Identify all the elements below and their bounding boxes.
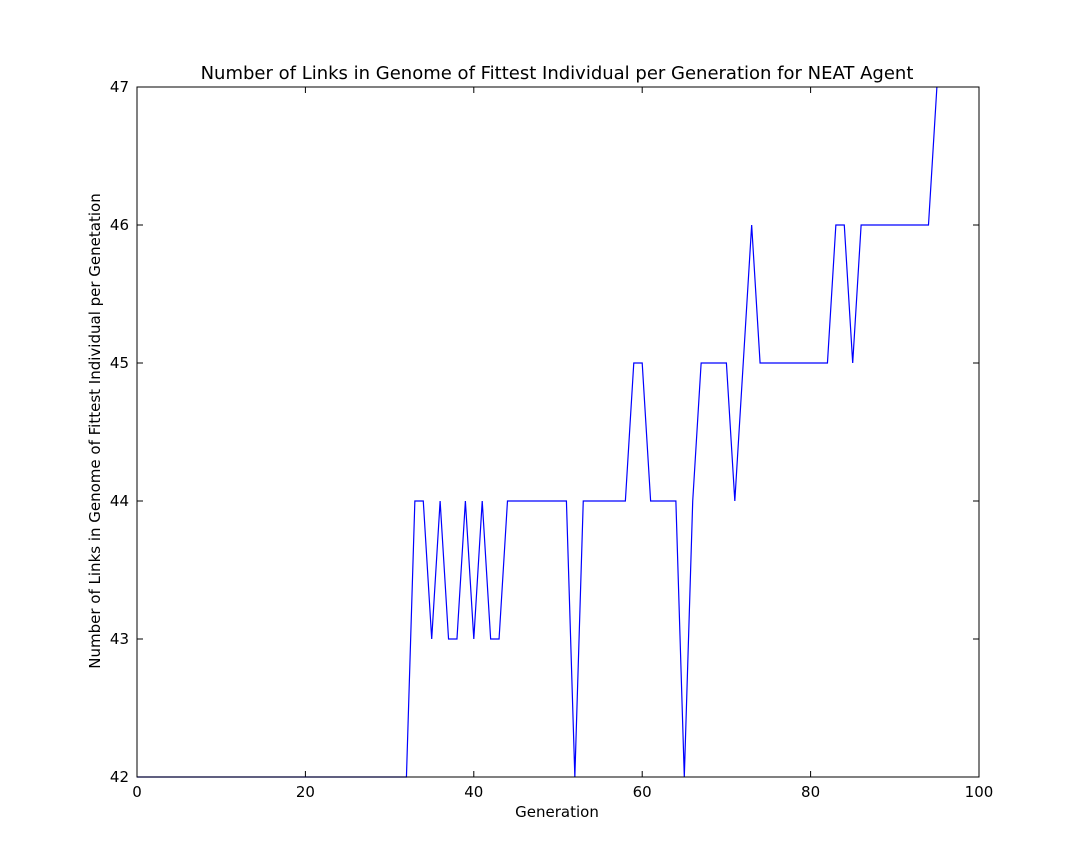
x-tick-label: 40 — [464, 783, 483, 801]
y-tick-label: 44 — [110, 492, 129, 510]
x-tick-label: 100 — [965, 783, 994, 801]
x-tick-label: 60 — [633, 783, 652, 801]
x-axis-label: Generation — [515, 803, 599, 821]
y-tick-label: 47 — [110, 78, 129, 96]
series-line — [137, 86, 938, 778]
y-tick-label: 43 — [110, 630, 129, 648]
y-tick-label: 46 — [110, 216, 129, 234]
plot-area-frame — [136, 86, 980, 778]
x-tick-label: 20 — [296, 783, 315, 801]
x-tick-label: 80 — [801, 783, 820, 801]
y-axis-label: Number of Links in Genome of Fittest Ind… — [86, 193, 104, 668]
chart-title: Number of Links in Genome of Fittest Ind… — [201, 63, 914, 84]
x-tick-label: 0 — [132, 783, 142, 801]
y-tick-label: 42 — [110, 768, 129, 786]
y-tick-label: 45 — [110, 354, 129, 372]
